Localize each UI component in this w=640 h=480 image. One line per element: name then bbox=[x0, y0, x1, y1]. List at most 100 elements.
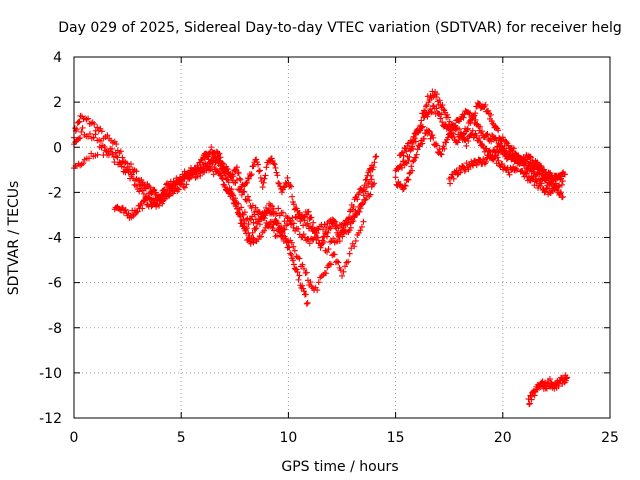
data-point bbox=[344, 221, 351, 228]
data-point bbox=[360, 218, 367, 225]
data-point bbox=[510, 145, 517, 152]
data-point bbox=[450, 175, 457, 182]
data-point bbox=[348, 245, 355, 252]
data-point bbox=[291, 247, 298, 254]
data-point bbox=[371, 180, 378, 187]
data-point bbox=[300, 222, 307, 229]
data-point bbox=[473, 162, 480, 169]
data-point bbox=[262, 212, 269, 219]
data-point bbox=[405, 157, 412, 164]
data-point bbox=[470, 162, 477, 169]
data-point bbox=[274, 172, 281, 179]
data-point bbox=[443, 139, 450, 146]
data-point bbox=[158, 192, 165, 199]
data-point bbox=[289, 257, 296, 264]
data-point bbox=[228, 186, 235, 193]
data-point bbox=[283, 239, 290, 246]
data-point bbox=[484, 130, 491, 137]
x-tick-label: 0 bbox=[70, 430, 79, 446]
data-point bbox=[483, 131, 490, 138]
data-point bbox=[510, 153, 517, 160]
data-point bbox=[270, 160, 277, 167]
data-point bbox=[296, 255, 303, 262]
data-point bbox=[186, 172, 193, 179]
data-point bbox=[278, 234, 285, 241]
data-point bbox=[343, 259, 350, 266]
data-point bbox=[489, 152, 496, 159]
data-point bbox=[260, 179, 267, 186]
data-point bbox=[418, 124, 425, 131]
data-point bbox=[225, 179, 232, 186]
data-point bbox=[448, 174, 455, 181]
data-point bbox=[495, 149, 502, 156]
data-point bbox=[480, 156, 487, 163]
x-tick-label: 25 bbox=[601, 430, 619, 446]
data-point bbox=[75, 135, 82, 142]
data-point bbox=[352, 237, 359, 244]
data-point bbox=[131, 181, 138, 188]
data-point bbox=[259, 184, 266, 191]
data-point bbox=[346, 214, 353, 221]
data-point bbox=[369, 162, 376, 169]
data-point bbox=[194, 173, 201, 180]
data-point bbox=[277, 228, 284, 235]
data-point bbox=[262, 172, 269, 179]
data-point bbox=[323, 270, 330, 277]
data-point bbox=[336, 238, 343, 245]
data-point bbox=[303, 300, 310, 307]
y-tick-label: -6 bbox=[48, 276, 62, 292]
data-point bbox=[255, 208, 262, 215]
data-point bbox=[130, 168, 137, 175]
data-point bbox=[309, 224, 316, 231]
data-point bbox=[534, 159, 541, 166]
data-point bbox=[156, 197, 163, 204]
data-point bbox=[467, 110, 474, 117]
data-point bbox=[399, 164, 406, 171]
data-point bbox=[208, 144, 215, 151]
data-point bbox=[244, 179, 251, 186]
data-point bbox=[439, 102, 446, 109]
data-point bbox=[300, 231, 307, 238]
data-point bbox=[294, 269, 301, 276]
data-point bbox=[351, 243, 358, 250]
data-point bbox=[433, 94, 440, 101]
data-point bbox=[557, 175, 564, 182]
y-tick-label: 0 bbox=[53, 140, 62, 156]
data-point bbox=[111, 159, 118, 166]
data-point bbox=[527, 153, 534, 160]
data-point bbox=[440, 106, 447, 113]
data-point bbox=[246, 197, 253, 204]
data-point bbox=[450, 130, 457, 137]
data-point bbox=[130, 175, 137, 182]
data-point bbox=[542, 188, 549, 195]
data-point bbox=[113, 153, 120, 160]
data-point bbox=[538, 180, 545, 187]
data-point bbox=[441, 122, 448, 129]
data-point bbox=[229, 177, 236, 184]
data-point bbox=[247, 240, 254, 247]
data-point bbox=[122, 206, 129, 213]
data-point bbox=[361, 182, 368, 189]
y-axis-label: SDTVAR / TECUs bbox=[6, 181, 22, 296]
data-point bbox=[538, 163, 545, 170]
data-point bbox=[433, 91, 440, 98]
data-point bbox=[252, 204, 259, 211]
data-point bbox=[293, 266, 300, 273]
data-point bbox=[243, 230, 250, 237]
data-point bbox=[91, 121, 98, 128]
data-point bbox=[317, 274, 324, 281]
data-point bbox=[428, 109, 435, 116]
data-point bbox=[278, 223, 285, 230]
data-point bbox=[199, 165, 206, 172]
data-point bbox=[151, 187, 158, 194]
data-point bbox=[154, 200, 161, 207]
data-point bbox=[257, 174, 264, 181]
chart-title: Day 029 of 2025, Sidereal Day-to-day VTE… bbox=[58, 20, 621, 36]
data-point bbox=[469, 161, 476, 168]
y-tick-label: -8 bbox=[48, 321, 62, 337]
data-point bbox=[134, 208, 141, 215]
data-point bbox=[438, 111, 445, 118]
data-point bbox=[174, 185, 181, 192]
data-point bbox=[318, 273, 325, 280]
